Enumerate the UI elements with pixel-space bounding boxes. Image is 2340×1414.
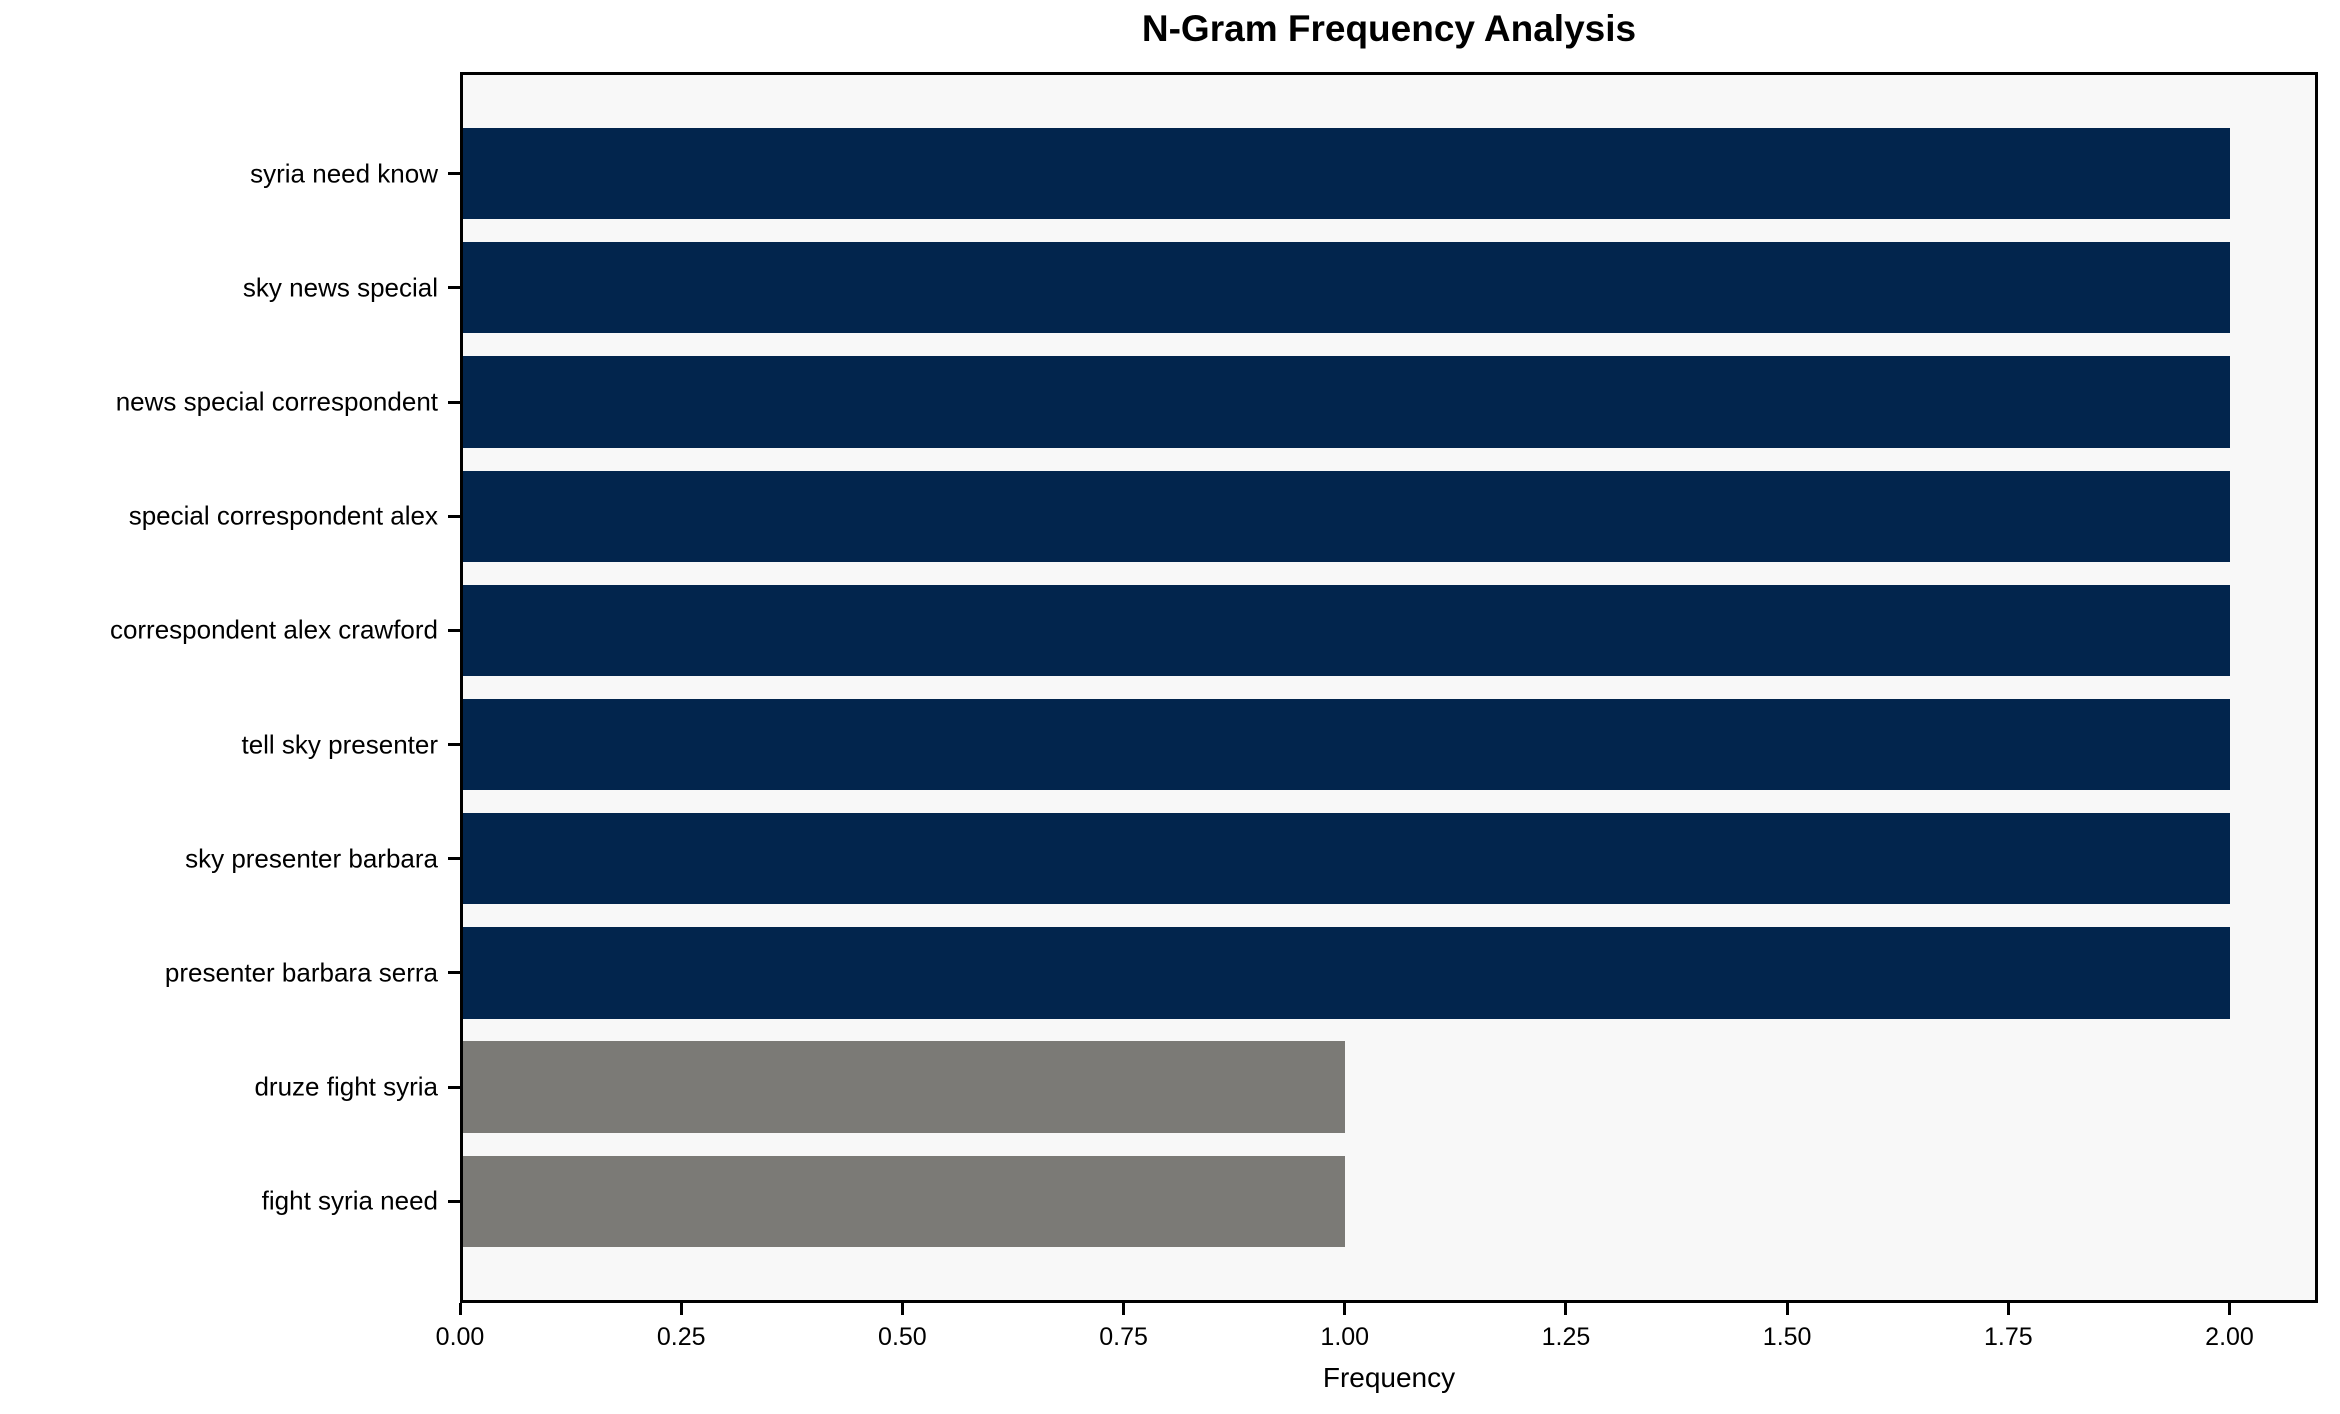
y-tick-mark <box>448 514 460 518</box>
bar <box>460 698 2230 791</box>
y-tick-mark <box>448 628 460 632</box>
x-tick-mark <box>1122 1303 1126 1315</box>
x-tick-mark <box>1343 1303 1347 1315</box>
y-tick-label: tell sky presenter <box>241 729 438 760</box>
y-tick-mark <box>448 286 460 290</box>
x-tick-label: 0.75 <box>1099 1323 1148 1351</box>
x-tick-label: 0.25 <box>656 1323 706 1351</box>
y-tick-mark <box>448 857 460 861</box>
x-tick-mark <box>900 1303 904 1315</box>
x-tick-mark <box>2228 1303 2232 1315</box>
y-tick-label: sky news special <box>242 272 438 303</box>
x-tick-label: 0.00 <box>435 1323 485 1351</box>
y-tick-label: news special correspondent <box>115 386 438 417</box>
x-tick-mark <box>1564 1303 1568 1315</box>
y-tick-label: sky presenter barbara <box>185 843 438 874</box>
y-tick-label: presenter barbara serra <box>164 957 438 988</box>
x-tick-mark <box>1785 1303 1789 1315</box>
x-tick-mark <box>458 1303 462 1315</box>
x-axis-label: Frequency <box>1322 1362 1456 1393</box>
y-tick-label: druze fight syria <box>254 1071 438 1102</box>
chart-title: N-Gram Frequency Analysis <box>1141 8 1637 49</box>
y-tick-mark <box>448 1199 460 1203</box>
bar <box>460 127 2230 220</box>
x-tick-label: 1.25 <box>1541 1323 1591 1351</box>
y-tick-label: special correspondent alex <box>128 500 438 531</box>
bar <box>460 1155 1345 1248</box>
y-tick-mark <box>448 172 460 176</box>
bar <box>460 470 2230 562</box>
bar <box>460 356 2230 448</box>
bar <box>460 584 2230 677</box>
x-tick-label: 1.50 <box>1762 1323 1812 1351</box>
bar <box>460 1041 1345 1133</box>
y-tick-label: syria need know <box>250 158 438 189</box>
x-tick-label: 2.00 <box>2205 1323 2254 1351</box>
y-tick-mark <box>448 971 460 975</box>
bar <box>460 927 2230 1019</box>
bar <box>460 242 2230 334</box>
y-tick-mark <box>448 1085 460 1089</box>
x-tick-label: 0.50 <box>878 1323 927 1351</box>
x-tick-label: 1.00 <box>1320 1323 1370 1351</box>
plot-area <box>460 72 2318 1303</box>
x-tick-mark <box>2006 1303 2010 1315</box>
y-tick-label: correspondent alex crawford <box>109 614 438 645</box>
bar <box>460 813 2230 905</box>
y-tick-label: fight syria need <box>261 1185 438 1216</box>
y-tick-mark <box>448 400 460 404</box>
x-tick-mark <box>679 1303 683 1315</box>
y-tick-mark <box>448 743 460 747</box>
x-tick-label: 1.75 <box>1983 1323 2033 1351</box>
